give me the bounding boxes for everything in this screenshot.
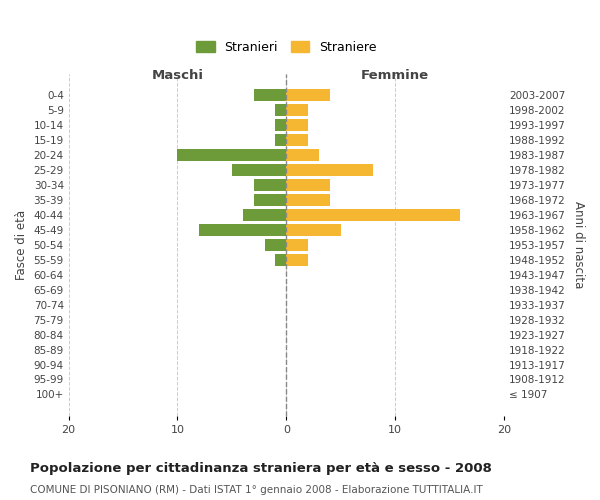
Bar xyxy=(254,179,286,191)
Bar xyxy=(275,104,286,117)
Bar xyxy=(286,239,308,251)
Text: COMUNE DI PISONIANO (RM) - Dati ISTAT 1° gennaio 2008 - Elaborazione TUTTITALIA.: COMUNE DI PISONIANO (RM) - Dati ISTAT 1°… xyxy=(30,485,483,495)
Bar xyxy=(178,149,286,161)
Bar xyxy=(286,149,319,161)
Bar xyxy=(286,104,308,117)
Y-axis label: Anni di nascita: Anni di nascita xyxy=(572,201,585,288)
Bar xyxy=(232,164,286,176)
Bar xyxy=(286,254,308,266)
Bar xyxy=(286,209,460,221)
Legend: Stranieri, Straniere: Stranieri, Straniere xyxy=(191,36,382,59)
Bar xyxy=(265,239,286,251)
Bar xyxy=(275,254,286,266)
Bar xyxy=(286,164,373,176)
Bar xyxy=(286,179,330,191)
Y-axis label: Fasce di età: Fasce di età xyxy=(15,210,28,280)
Bar xyxy=(275,134,286,146)
Bar xyxy=(254,194,286,206)
Bar xyxy=(243,209,286,221)
Bar xyxy=(199,224,286,236)
Text: Femmine: Femmine xyxy=(361,69,429,82)
Bar xyxy=(275,120,286,131)
Bar xyxy=(286,90,330,102)
Text: Maschi: Maschi xyxy=(151,69,203,82)
Bar xyxy=(286,120,308,131)
Bar xyxy=(254,90,286,102)
Bar xyxy=(286,224,341,236)
Text: Popolazione per cittadinanza straniera per età e sesso - 2008: Popolazione per cittadinanza straniera p… xyxy=(30,462,492,475)
Bar xyxy=(286,134,308,146)
Bar xyxy=(286,194,330,206)
